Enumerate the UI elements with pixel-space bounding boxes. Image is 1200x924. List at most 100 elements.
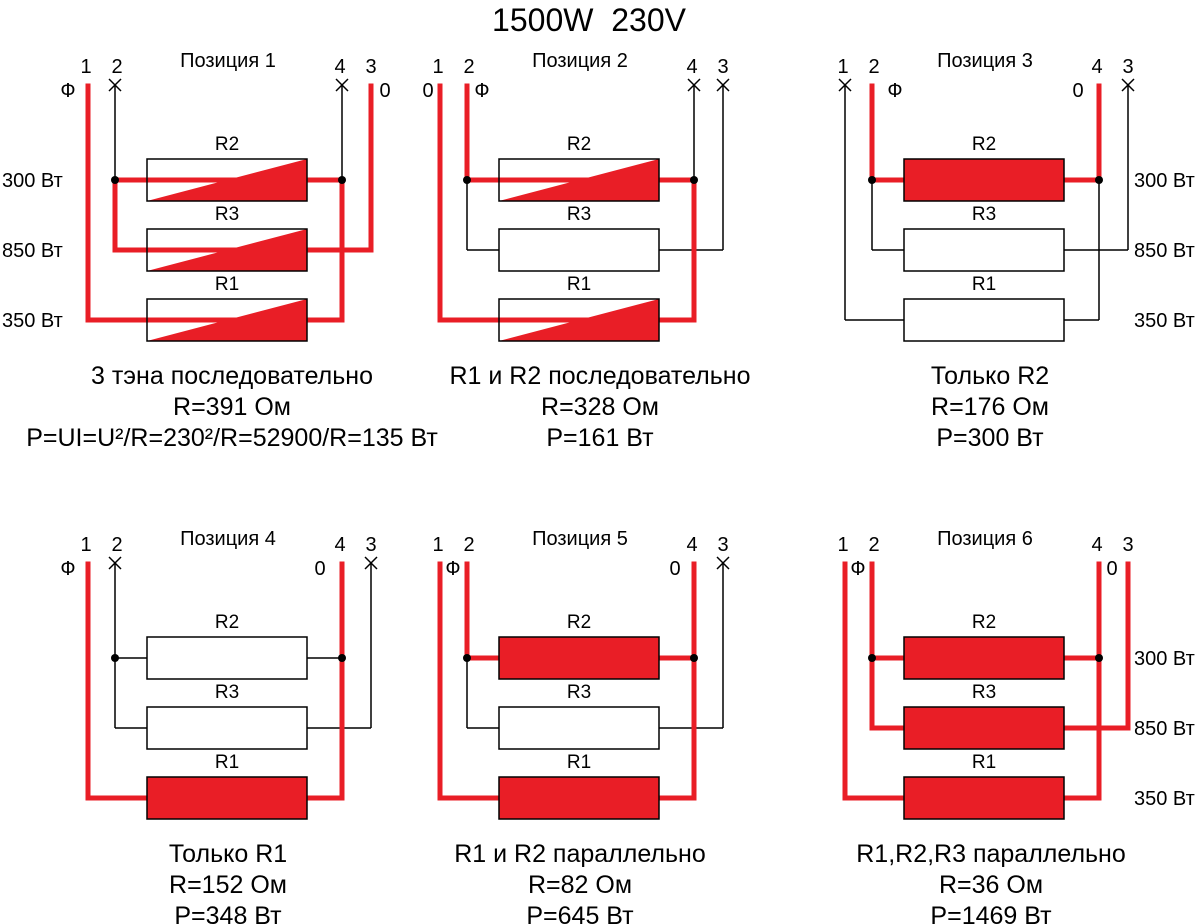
resistor-outline: [903, 158, 1065, 202]
resistor-outline: [903, 636, 1065, 680]
phase-label: Ф: [445, 558, 460, 580]
resistor-outline: [903, 228, 1065, 272]
terminal-number: 2: [868, 56, 879, 78]
resistor-outline: [146, 158, 308, 202]
resistor-label: R1: [972, 274, 996, 295]
terminal-number: 2: [111, 56, 122, 78]
resistor-r3: R3: [903, 682, 1065, 750]
resistor-r3: R3: [144, 204, 310, 272]
caption-resistance: R=328 Ом: [541, 393, 659, 421]
phase-label: Ф: [60, 80, 75, 102]
disconnected-terminal-cross-icon: [716, 556, 730, 570]
panel-position-4: R2 R3 R1 Позиция 4 1 2 4 3 Ф 0 Только R1 R=152 Ом P=…: [60, 528, 378, 924]
caption-connection: R1,R2,R3 параллельно: [856, 840, 1126, 868]
resistor-outline: [498, 298, 660, 342]
resistor-outline: [146, 776, 308, 820]
terminal-number: 4: [1091, 56, 1102, 78]
junction-dot: [463, 176, 471, 184]
resistor-label: R1: [215, 752, 239, 773]
resistor-body: [499, 637, 659, 679]
disconnected-terminal-cross-icon: [716, 78, 730, 92]
resistor-body: [147, 707, 307, 749]
resistor-label: R2: [215, 134, 239, 155]
disconnected-terminal-cross-icon: [108, 556, 122, 570]
resistor-outline: [498, 776, 660, 820]
panel-position-1: R2 R3 R1 Позиция 1 1 2 4 3 Ф 0 300 Вт 850 Вт 350 Вт 3…: [2, 50, 438, 452]
terminal-number: 2: [868, 534, 879, 556]
resistor-body: [904, 229, 1064, 271]
cross-stroke: [108, 556, 122, 570]
junction-dot: [111, 654, 119, 662]
resistor-label: R3: [567, 682, 591, 703]
neutral-label: 0: [669, 558, 680, 580]
terminal-number: 3: [1122, 534, 1133, 556]
phase-label: Ф: [60, 558, 75, 580]
caption-power: P=645 Вт: [526, 902, 634, 924]
power-label: 350 Вт: [2, 310, 63, 332]
phase-label: Ф: [850, 558, 865, 580]
resistor-label: R1: [972, 752, 996, 773]
cross-stroke: [108, 78, 122, 92]
resistor-outline: [146, 228, 308, 272]
caption-power: P=348 Вт: [174, 902, 282, 924]
resistor-body: [904, 707, 1064, 749]
neutral-label: 0: [1106, 558, 1117, 580]
resistor-body: [499, 229, 659, 271]
position-title: Позиция 5: [532, 528, 628, 550]
junction-dot: [338, 654, 346, 662]
resistor-body: [904, 299, 1064, 341]
caption-connection: Только R1: [169, 840, 287, 868]
position-title: Позиция 6: [937, 528, 1033, 550]
power-label: 300 Вт: [1134, 648, 1195, 670]
resistor-label: R1: [215, 274, 239, 295]
caption-connection: 3 тэна последовательно: [91, 362, 373, 390]
caption-power: P=300 Вт: [936, 424, 1044, 452]
resistor-body: [904, 159, 1064, 201]
junction-dot: [1095, 176, 1103, 184]
cross-stroke: [716, 556, 730, 570]
resistor-r2: R2: [903, 612, 1065, 680]
resistor-outline: [498, 158, 660, 202]
resistor-outline: [146, 636, 308, 680]
resistor-label: R1: [567, 274, 591, 295]
resistor-r1: R1: [903, 752, 1065, 820]
disconnected-terminal-cross-icon: [108, 78, 122, 92]
cross-stroke: [687, 78, 701, 92]
resistor-label: R3: [215, 682, 239, 703]
neutral-label: 0: [379, 80, 390, 102]
caption-connection: R1 и R2 последовательно: [449, 362, 750, 390]
position-title: Позиция 3: [937, 50, 1033, 72]
resistor-label: R1: [567, 752, 591, 773]
caption-resistance: R=391 Ом: [173, 393, 291, 421]
caption-resistance: R=82 Ом: [528, 871, 632, 899]
resistor-r2: R2: [144, 134, 310, 202]
resistor-label: R3: [972, 682, 996, 703]
phase-label: Ф: [474, 80, 489, 102]
resistor-r1: R1: [144, 274, 310, 342]
resistor-body: [904, 777, 1064, 819]
caption-power: P=1469 Вт: [930, 902, 1052, 924]
resistor-r3: R3: [498, 682, 660, 750]
disconnected-terminal-cross-icon: [364, 556, 378, 570]
terminal-number: 2: [111, 534, 122, 556]
resistor-body: [904, 637, 1064, 679]
terminal-number: 3: [365, 56, 376, 78]
terminal-number: 4: [686, 534, 697, 556]
position-title: Позиция 2: [532, 50, 628, 72]
terminal-number: 1: [80, 534, 91, 556]
diagram-title: 1500W 230V: [492, 2, 687, 38]
resistor-label: R3: [567, 204, 591, 225]
terminal-number: 4: [334, 56, 345, 78]
neutral-label: 0: [314, 558, 325, 580]
resistor-r1: R1: [146, 752, 308, 820]
neutral-label: 0: [1072, 80, 1083, 102]
disconnected-terminal-cross-icon: [838, 78, 852, 92]
caption-connection: Только R2: [931, 362, 1049, 390]
terminal-number: 1: [837, 534, 848, 556]
panel-position-5: R2 R3 R1 Позиция 5 1 2 4 3 Ф 0 R1 и R2 параллельно…: [432, 528, 730, 924]
resistor-label: R2: [972, 612, 996, 633]
resistor-body: [147, 777, 307, 819]
caption-resistance: R=152 Ом: [169, 871, 287, 899]
